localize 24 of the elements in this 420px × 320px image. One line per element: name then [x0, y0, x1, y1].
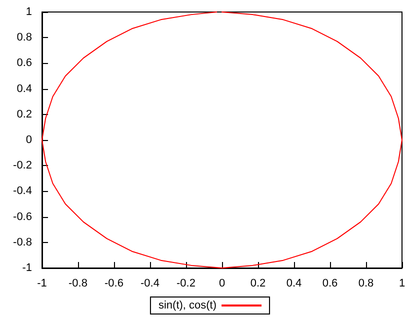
y-tick-label: 0.2	[16, 108, 32, 120]
x-tick-label: -0.4	[140, 278, 160, 290]
line-series	[42, 12, 402, 268]
y-tick-label: 0	[26, 134, 32, 146]
y-tick-label: -0.6	[13, 210, 32, 223]
x-tick-label: 0	[218, 278, 226, 290]
y-tick-label: 0.6	[16, 57, 32, 70]
x-tick-label: -0.8	[68, 278, 88, 290]
x-tick-label: 1	[398, 278, 406, 290]
x-tick-label: 0.2	[250, 278, 266, 290]
x-tick-label: 0.6	[322, 278, 338, 290]
x-tick-label: -0.6	[104, 278, 124, 290]
x-tick-label: -1	[37, 278, 47, 290]
legend-label: sin(t), cos(t)	[158, 300, 217, 312]
y-tick-label: -0.2	[13, 160, 32, 172]
x-tick-label: 0.8	[358, 278, 374, 290]
y-tick-label: 0.8	[16, 32, 32, 44]
y-tick-label: -0.4	[13, 185, 32, 198]
y-tick-label: 1	[26, 6, 32, 18]
y-tick-label: 0.4	[16, 82, 32, 95]
x-tick-label: 0.4	[286, 278, 302, 290]
y-tick-label: -1	[22, 262, 32, 274]
x-tick-label: -0.2	[176, 278, 196, 290]
y-tick-label: -0.8	[13, 236, 32, 248]
